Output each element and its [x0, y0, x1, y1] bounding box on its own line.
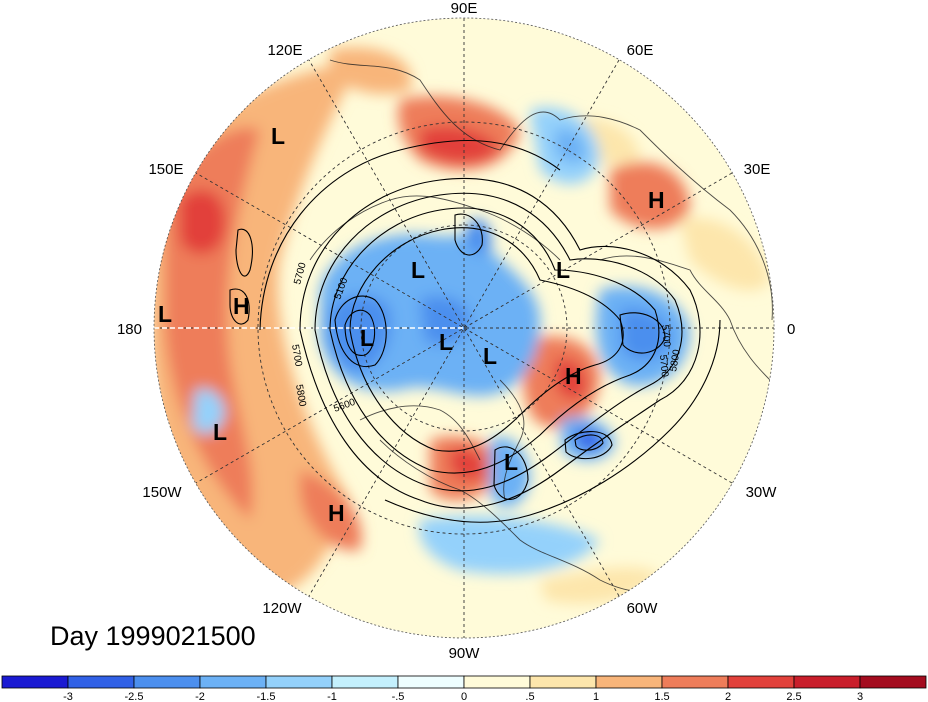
- colorbar-swatch: [397, 675, 465, 689]
- lon-label-90e: 90E: [451, 0, 478, 17]
- colorbar-swatch: [595, 675, 663, 689]
- low-center: L: [360, 325, 374, 351]
- low-center: L: [483, 343, 497, 369]
- lon-label-150e: 150E: [148, 161, 183, 178]
- colorbar-swatch: [463, 675, 531, 689]
- colorbar-swatch: [727, 675, 795, 689]
- colorbar-swatch: [529, 675, 597, 689]
- low-center: L: [504, 449, 518, 475]
- colorbar-tick-label: -2: [195, 691, 205, 702]
- contour-label: 5700: [657, 354, 670, 378]
- high-center: H: [233, 293, 250, 319]
- lon-label-180: 180: [117, 321, 142, 338]
- lon-label-90w: 90W: [449, 645, 481, 662]
- lon-label-60e: 60E: [627, 42, 654, 59]
- high-center: H: [328, 500, 345, 526]
- contour-label-group: 5700 5100 5700 5800 5600 5700 5800 5700: [289, 261, 683, 415]
- colorbar-swatch: [331, 675, 399, 689]
- lon-label-120w: 120W: [262, 600, 302, 617]
- colorbar-tick-label: 0: [461, 691, 467, 702]
- lon-label-60w: 60W: [627, 600, 659, 617]
- low-center: L: [411, 257, 425, 283]
- colorbar-tick-label: -1: [327, 691, 337, 702]
- colorbar-swatch: [1, 675, 69, 689]
- low-center: L: [158, 301, 172, 327]
- low-center: L: [439, 329, 453, 355]
- colorbar-tick-label: 1.5: [654, 691, 669, 702]
- colorbar-tick-label: 2: [725, 691, 731, 702]
- lon-label-0: 0: [787, 321, 795, 338]
- colorbar-tick-label: 2.5: [786, 691, 801, 702]
- contour-label: 5800: [293, 384, 308, 408]
- high-center: H: [648, 187, 665, 213]
- contour-label: 5700: [659, 324, 672, 348]
- colorbar-tick-label: .5: [525, 691, 534, 702]
- colorbar-swatch: [265, 675, 333, 689]
- low-center: L: [271, 123, 285, 149]
- colorbar-swatch: [859, 675, 927, 689]
- colorbar-tick-label: -1.5: [257, 691, 276, 702]
- map-title: Day 1999021500: [50, 621, 256, 651]
- colorbar-swatch: [661, 675, 729, 689]
- colorbar-swatch: [133, 675, 201, 689]
- colorbar-swatch: [199, 675, 267, 689]
- height-contours: [229, 139, 721, 523]
- colorbar-tick-label: 3: [857, 691, 863, 702]
- contour-label: 5700: [289, 344, 304, 368]
- anomaly-field: [154, 18, 774, 638]
- colorbar-tick-label: -3: [63, 691, 73, 702]
- lon-label-30w: 30W: [746, 484, 778, 501]
- lon-label-30e: 30E: [744, 161, 771, 178]
- colorbar-swatch: [793, 675, 861, 689]
- contour-label: 5800: [668, 348, 683, 372]
- lon-label-150w: 150W: [142, 484, 182, 501]
- graticule: [154, 18, 774, 638]
- map-boundary: [153, 17, 775, 639]
- colorbar: -3 -2.5 -2 -1.5 -1 -.5 0 .5 1 1.5 2 2.5 3: [1, 675, 927, 702]
- colorbar-tick-label: 1: [593, 691, 599, 702]
- longitude-labels: 90E 60E 30E 0 30W 60W 90W 120W 150W 180 …: [117, 0, 795, 662]
- high-center: H: [565, 363, 582, 389]
- lon-label-120e: 120E: [267, 42, 302, 59]
- colorbar-swatch: [67, 675, 135, 689]
- low-center: L: [556, 257, 570, 283]
- colorbar-tick-label: -.5: [392, 691, 405, 702]
- pressure-centers: L H L L L H L L L H L L H: [158, 123, 665, 526]
- low-center: L: [213, 419, 227, 445]
- colorbar-tick-label: -2.5: [125, 691, 144, 702]
